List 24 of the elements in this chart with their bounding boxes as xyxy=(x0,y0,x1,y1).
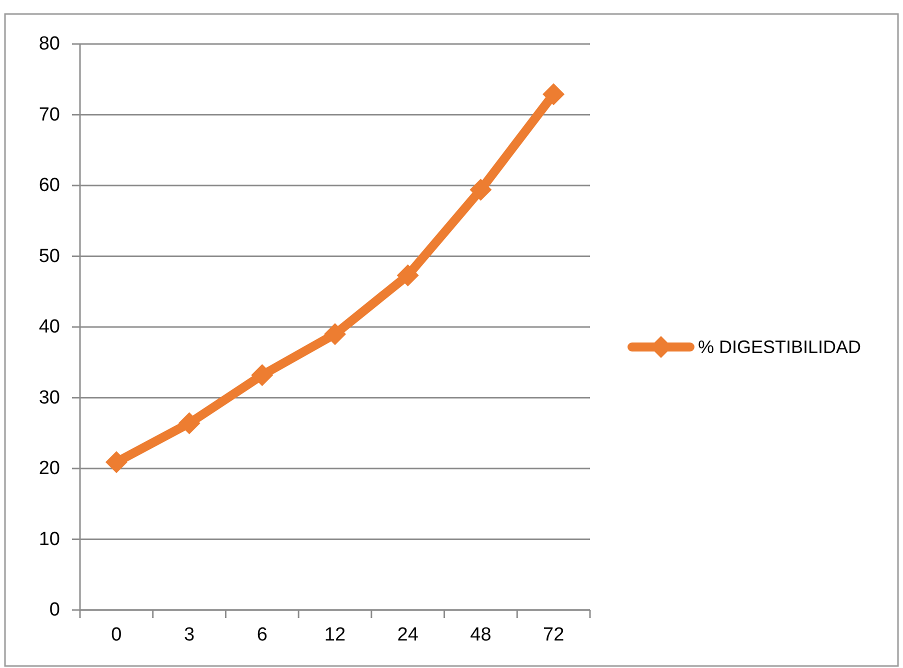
point xyxy=(396,264,419,286)
point xyxy=(542,83,565,106)
point xyxy=(251,364,274,386)
y-tick-label: 40 xyxy=(38,316,60,338)
y-tick-label: 50 xyxy=(38,246,60,267)
point xyxy=(105,451,128,474)
x-tick-label: 24 xyxy=(397,624,419,646)
legend-label: % DIGESTIBILIDAD xyxy=(698,337,862,357)
x-tick-label: 3 xyxy=(184,624,195,646)
y-tick-label: 70 xyxy=(38,104,60,126)
point xyxy=(178,412,200,434)
x-tick-label: 48 xyxy=(470,624,492,646)
y-tick-label: 30 xyxy=(38,387,60,408)
y-tick-label: 80 xyxy=(38,34,60,54)
y-tick-label: 20 xyxy=(38,458,60,479)
y-tick-label: 0 xyxy=(49,600,60,620)
point xyxy=(470,178,492,201)
x-tick-label: 0 xyxy=(111,624,122,646)
point xyxy=(324,323,346,346)
x-tick-label: 6 xyxy=(256,624,268,646)
y-tick-label: 10 xyxy=(38,528,60,550)
x-tick-label: 72 xyxy=(543,624,564,646)
y-tick-label: 60 xyxy=(38,175,60,196)
x-tick-label: 12 xyxy=(324,624,346,646)
